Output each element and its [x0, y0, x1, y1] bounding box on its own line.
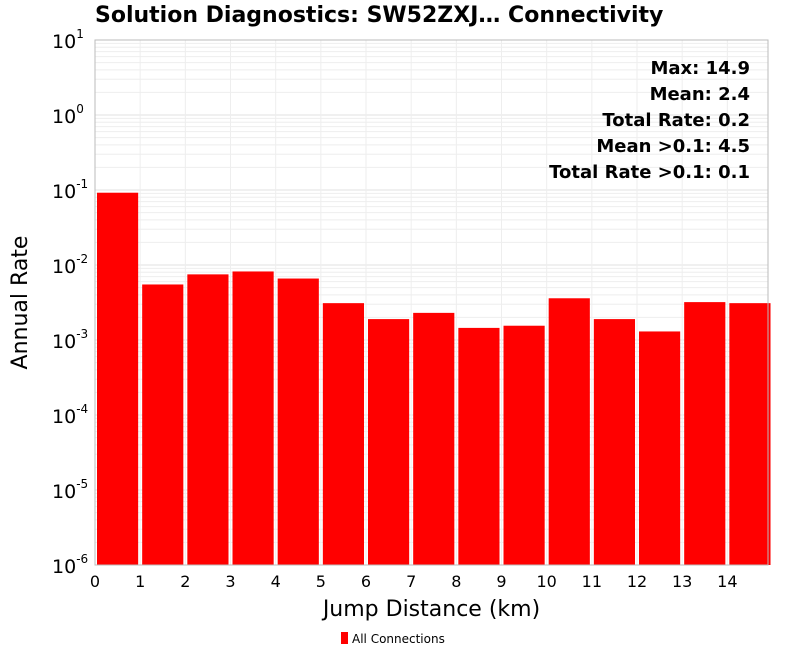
bar: [232, 271, 274, 565]
y-tick-label: 10-4: [52, 402, 88, 428]
y-tick-label: 10-3: [52, 327, 88, 353]
bar: [368, 319, 410, 565]
bar: [548, 298, 590, 565]
bar: [142, 284, 184, 565]
bar: [458, 327, 500, 565]
legend: All Connections: [341, 632, 445, 646]
x-tick-label: 9: [496, 572, 506, 591]
y-tick-label: 10-1: [52, 177, 88, 203]
y-axis-label: Annual Rate: [8, 236, 33, 370]
x-tick-label: 4: [271, 572, 281, 591]
legend-label: All Connections: [352, 632, 445, 646]
bar: [97, 192, 139, 565]
bar: [729, 303, 771, 565]
bar: [187, 274, 229, 565]
bar: [322, 303, 365, 565]
stat-annotation: Max: 14.9: [650, 58, 750, 79]
bar: [503, 325, 545, 565]
y-tick-label: 10-5: [52, 477, 88, 503]
y-tick-label: 100: [52, 102, 84, 128]
bar: [639, 331, 681, 565]
x-tick-label: 6: [361, 572, 371, 591]
x-tick-label: 12: [627, 572, 647, 591]
stat-annotation: Total Rate: 0.2: [602, 110, 750, 131]
stat-annotation: Mean: 2.4: [650, 84, 750, 105]
bar: [277, 278, 319, 565]
y-tick-label: 10-6: [52, 552, 88, 578]
x-tick-label: 5: [316, 572, 326, 591]
bars: [97, 192, 771, 565]
stat-annotation: Mean >0.1: 4.5: [596, 136, 750, 157]
bar: [413, 312, 455, 565]
x-tick-label: 0: [90, 572, 100, 591]
x-tick-label: 1: [135, 572, 145, 591]
plot-frame: [94, 39, 769, 566]
x-axis-ticks: 0 1 2 3 4 5 6 7 8 9 10 11 12 13 14: [90, 572, 738, 591]
stats-annotations: Max: 14.9 Mean: 2.4 Total Rate: 0.2 Mean >0…: [549, 58, 750, 183]
x-tick-label: 2: [180, 572, 190, 591]
x-tick-label: 13: [672, 572, 692, 591]
x-tick-label: 10: [536, 572, 556, 591]
x-tick-label: 8: [451, 572, 461, 591]
stat-annotation: Total Rate >0.1: 0.1: [549, 162, 750, 183]
x-tick-label: 7: [406, 572, 416, 591]
legend-swatch: [341, 632, 348, 644]
x-tick-label: 14: [717, 572, 737, 591]
bar: [684, 302, 726, 565]
x-axis-label: Jump Distance (km): [321, 597, 540, 622]
x-tick-label: 3: [225, 572, 235, 591]
bar: [593, 319, 636, 565]
y-axis-ticks: 101 100 10-1 10-2 10-3 10-4 10-5 10-6: [52, 27, 88, 578]
x-tick-label: 11: [582, 572, 602, 591]
chart-title: Solution Diagnostics: SW52ZXJ… Connectiv…: [95, 3, 663, 28]
y-tick-label: 101: [52, 27, 84, 53]
y-tick-label: 10-2: [52, 252, 88, 278]
